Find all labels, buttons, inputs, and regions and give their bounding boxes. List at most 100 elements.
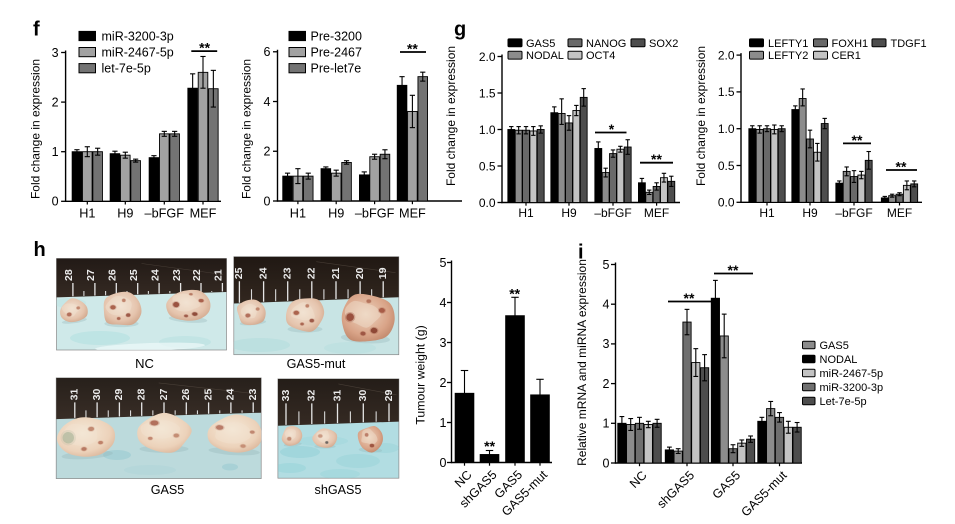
svg-text:4: 4 — [603, 298, 610, 312]
svg-text:25: 25 — [233, 267, 245, 279]
svg-text:*: * — [609, 121, 615, 137]
svg-text:22: 22 — [306, 267, 318, 279]
svg-text:Let-7e-5p: Let-7e-5p — [820, 396, 867, 408]
svg-text:0.5: 0.5 — [718, 159, 735, 173]
svg-text:1.0: 1.0 — [718, 122, 735, 136]
svg-text:–bFGF: –bFGF — [355, 206, 395, 220]
svg-text:miR-2467-5p: miR-2467-5p — [820, 368, 884, 380]
svg-text:–bFGF: –bFGF — [145, 206, 185, 220]
svg-text:22: 22 — [191, 269, 203, 281]
svg-text:miR-3200-3p: miR-3200-3p — [820, 382, 884, 394]
svg-text:26: 26 — [107, 269, 119, 281]
svg-text:**: ** — [896, 159, 907, 175]
svg-text:1: 1 — [440, 416, 447, 430]
svg-text:24: 24 — [225, 389, 237, 401]
svg-text:H9: H9 — [802, 206, 818, 220]
svg-text:0: 0 — [440, 456, 447, 470]
svg-text:Fold change in expression: Fold change in expression — [694, 46, 708, 186]
svg-text:GAS5-mut: GAS5-mut — [287, 357, 346, 371]
svg-text:1.5: 1.5 — [479, 86, 496, 100]
svg-text:**: ** — [852, 132, 863, 148]
svg-text:MEF: MEF — [887, 206, 912, 220]
svg-text:2: 2 — [603, 377, 610, 391]
svg-text:1: 1 — [52, 145, 59, 159]
svg-text:FOXH1: FOXH1 — [832, 38, 869, 50]
svg-text:NODAL: NODAL — [526, 50, 564, 62]
svg-text:**: ** — [684, 290, 695, 306]
svg-text:30: 30 — [91, 389, 103, 401]
svg-text:4: 4 — [440, 296, 447, 310]
svg-text:2: 2 — [52, 95, 59, 109]
svg-text:1: 1 — [603, 417, 610, 431]
svg-text:19: 19 — [377, 267, 389, 279]
svg-text:H1: H1 — [759, 206, 775, 220]
svg-text:3: 3 — [603, 337, 610, 351]
svg-text:**: ** — [484, 438, 495, 454]
svg-text:GAS5: GAS5 — [151, 483, 185, 497]
svg-text:0: 0 — [603, 456, 610, 470]
svg-text:29: 29 — [113, 389, 125, 401]
svg-text:OCT4: OCT4 — [586, 50, 615, 62]
svg-text:5: 5 — [603, 258, 610, 272]
svg-text:LEFTY2: LEFTY2 — [768, 50, 808, 62]
svg-text:Pre-let7e: Pre-let7e — [311, 62, 362, 76]
svg-text:NODAL: NODAL — [820, 354, 858, 366]
svg-text:H9: H9 — [328, 206, 344, 220]
svg-text:MEF: MEF — [190, 206, 217, 220]
svg-text:0.0: 0.0 — [718, 196, 735, 210]
svg-text:1.0: 1.0 — [479, 123, 496, 137]
svg-text:25: 25 — [128, 269, 140, 281]
svg-text:2.0: 2.0 — [718, 48, 735, 62]
svg-text:let-7e-5p: let-7e-5p — [102, 62, 151, 76]
svg-text:20: 20 — [354, 267, 366, 279]
svg-text:21: 21 — [213, 269, 225, 281]
svg-text:27: 27 — [158, 389, 170, 401]
svg-text:**: ** — [728, 262, 739, 278]
svg-text:28: 28 — [136, 389, 148, 401]
svg-text:H1: H1 — [79, 206, 95, 220]
svg-text:24: 24 — [257, 267, 269, 279]
svg-text:0.0: 0.0 — [479, 196, 496, 210]
svg-text:shGAS5: shGAS5 — [315, 483, 362, 497]
svg-text:28: 28 — [63, 269, 75, 281]
svg-text:21: 21 — [330, 267, 342, 279]
svg-text:miR-2467-5p: miR-2467-5p — [102, 45, 174, 59]
svg-text:23: 23 — [247, 389, 259, 401]
svg-text:–bFGF: –bFGF — [835, 206, 872, 220]
svg-text:23: 23 — [171, 269, 183, 281]
svg-text:**: ** — [199, 40, 210, 56]
svg-text:29: 29 — [383, 390, 395, 402]
svg-text:g: g — [454, 19, 466, 41]
svg-text:6: 6 — [264, 45, 271, 59]
svg-text:Tumour weight (g): Tumour weight (g) — [414, 325, 428, 424]
svg-text:3: 3 — [52, 46, 59, 60]
svg-text:**: ** — [651, 151, 662, 167]
svg-text:31: 31 — [69, 389, 81, 401]
svg-text:MEF: MEF — [399, 206, 426, 220]
svg-text:–bFGF: –bFGF — [594, 206, 631, 220]
svg-text:H9: H9 — [561, 206, 577, 220]
svg-text:NC: NC — [135, 356, 154, 371]
svg-text:3: 3 — [440, 336, 447, 350]
svg-text:23: 23 — [282, 267, 294, 279]
svg-text:1.5: 1.5 — [718, 85, 735, 99]
svg-text:h: h — [34, 239, 46, 261]
svg-text:NANOG: NANOG — [586, 38, 626, 50]
svg-text:H9: H9 — [117, 206, 133, 220]
svg-text:Pre-2467: Pre-2467 — [311, 45, 362, 59]
svg-text:2.0: 2.0 — [479, 50, 496, 64]
svg-text:Fold change in expression: Fold change in expression — [29, 59, 43, 199]
svg-text:2: 2 — [440, 376, 447, 390]
svg-text:f: f — [33, 19, 40, 41]
svg-text:CER1: CER1 — [832, 50, 861, 62]
svg-text:i: i — [578, 242, 584, 264]
svg-text:H1: H1 — [290, 206, 306, 220]
svg-text:25: 25 — [202, 389, 214, 401]
svg-text:TDGF1: TDGF1 — [891, 38, 927, 50]
svg-text:5: 5 — [440, 256, 447, 270]
svg-text:**: ** — [509, 286, 520, 302]
svg-text:Relative mRNA and miRNA expres: Relative mRNA and miRNA expression — [575, 259, 589, 466]
svg-text:27: 27 — [85, 269, 97, 281]
svg-text:4: 4 — [264, 95, 271, 109]
svg-text:33: 33 — [280, 390, 292, 402]
